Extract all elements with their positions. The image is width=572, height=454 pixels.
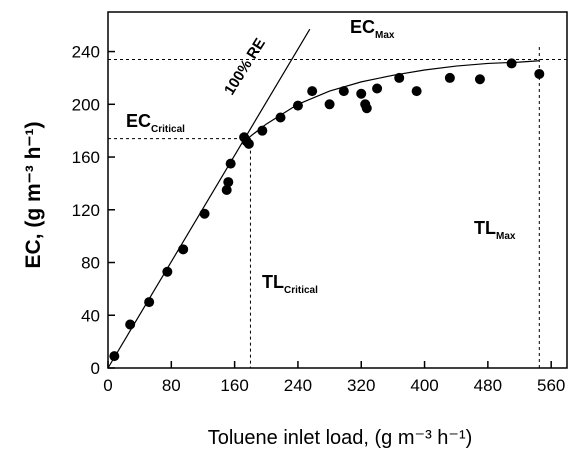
data-point (292, 100, 303, 111)
data-point (275, 112, 286, 123)
x-tick-label: 160 (220, 376, 248, 395)
data-point (361, 103, 372, 114)
y-axis-label: EC, (g m⁻³ h⁻¹) (22, 122, 45, 269)
y-tick-label: 80 (81, 254, 100, 273)
annotation-text: 100% RE (221, 35, 269, 98)
data-point (257, 125, 268, 136)
data-point (372, 83, 383, 94)
x-tick-label: 320 (347, 376, 375, 395)
data-point (356, 88, 367, 99)
x-tick-label: 80 (162, 376, 181, 395)
x-tick-label: 480 (474, 376, 502, 395)
data-point (178, 244, 189, 255)
x-tick-label: 240 (284, 376, 312, 395)
plot-frame (107, 11, 568, 369)
data-point (324, 99, 335, 110)
annotation-text: TL (474, 218, 496, 238)
data-point (307, 86, 318, 97)
data-point (199, 208, 210, 219)
data-point (243, 138, 254, 149)
data-point (411, 86, 422, 97)
data-point (474, 74, 485, 85)
annotation-sub: Critical (151, 124, 185, 135)
y-tick-label: 240 (72, 43, 100, 62)
y-tick-label: 200 (72, 95, 100, 114)
data-point (394, 72, 405, 83)
fit-line (243, 60, 540, 142)
x-tick-label: 560 (537, 376, 565, 395)
data-point (223, 177, 234, 188)
data-point (221, 185, 232, 195)
data-point (506, 58, 517, 69)
data-point (162, 266, 173, 277)
annotation-text: TL (262, 272, 284, 292)
data-point (534, 68, 545, 79)
annotation-sub: Max (375, 30, 395, 41)
data-point (444, 72, 455, 83)
data-point (338, 86, 349, 97)
y-tick-label: 160 (72, 148, 100, 167)
annotation-text: EC (126, 111, 151, 131)
y-tick-label: 120 (72, 201, 100, 220)
annotation: TLCritical (262, 272, 318, 296)
x-tick-label: 400 (410, 376, 438, 395)
annotation-text: EC (350, 17, 375, 37)
data-point (144, 297, 155, 308)
annotation-sub: Max (496, 231, 516, 242)
annotation-sub: Critical (284, 285, 318, 296)
annotation: ECCritical (126, 111, 185, 135)
fit-line (107, 28, 311, 369)
x-axis-label: Toluene inlet load, (g m⁻³ h⁻¹) (208, 427, 473, 449)
x-tick-label: 0 (103, 376, 112, 395)
annotation: TLMax (474, 218, 516, 242)
y-tick-label: 0 (91, 359, 100, 378)
annotation: ECMax (350, 17, 395, 41)
y-tick-label: 40 (81, 306, 100, 325)
annotation: 100% RE (221, 35, 269, 98)
